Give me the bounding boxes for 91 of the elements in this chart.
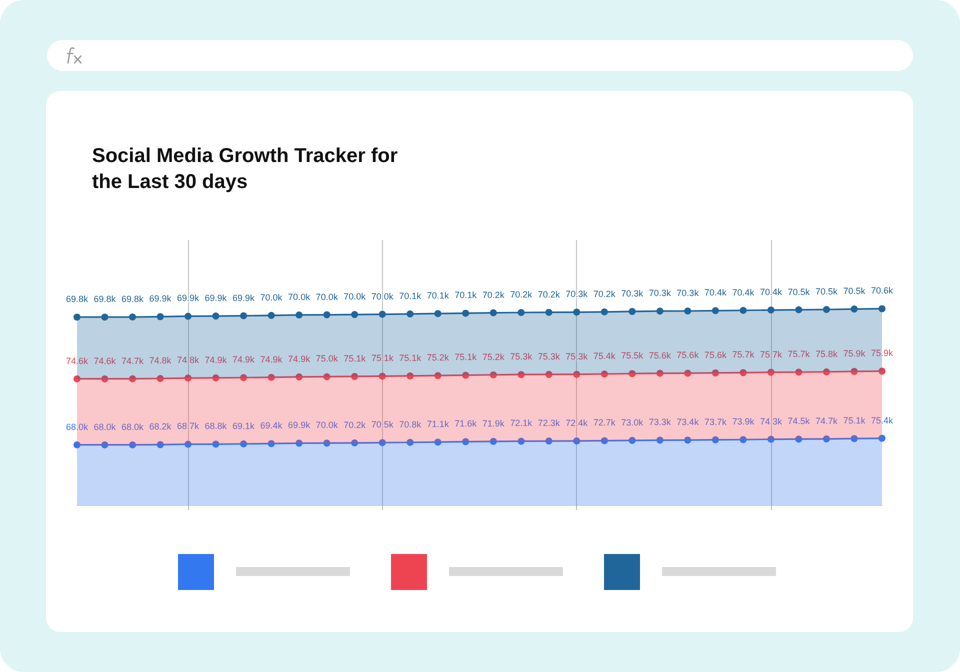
data-label: 70.4k bbox=[760, 287, 782, 298]
data-label: 70.5k bbox=[815, 286, 838, 296]
data-label: 69.9k bbox=[177, 293, 200, 304]
data-label: 73.3k bbox=[648, 417, 672, 428]
data-label: 74.6k bbox=[66, 356, 88, 366]
data-label: 75.9k bbox=[870, 348, 894, 358]
data-label: 70.0k bbox=[316, 420, 338, 430]
data-label: 75.7k bbox=[732, 350, 755, 360]
data-label: 70.2k bbox=[482, 290, 505, 300]
data-label: 69.8k bbox=[66, 294, 88, 304]
data-label: 70.2k bbox=[593, 288, 616, 299]
data-label: 74.6k bbox=[94, 356, 116, 366]
data-label: 75.3k bbox=[538, 351, 560, 362]
data-label: 75.9k bbox=[843, 348, 866, 358]
data-label: 75.2k bbox=[426, 352, 450, 363]
data-label: 75.3k bbox=[510, 352, 533, 362]
data-label: 70.3k bbox=[621, 288, 644, 298]
data-label: 72.1k bbox=[510, 418, 533, 428]
data-label: 74.9k bbox=[288, 354, 311, 364]
data-label: 75.1k bbox=[399, 352, 422, 363]
data-label: 68.0k bbox=[122, 422, 144, 432]
data-label: 74.9k bbox=[232, 354, 256, 365]
data-label: 70.3k bbox=[676, 288, 700, 298]
data-label: 75.7k bbox=[788, 349, 810, 360]
data-label: 70.6k bbox=[870, 286, 894, 296]
data-label: 73.0k bbox=[621, 417, 644, 428]
data-label: 75.1k bbox=[454, 352, 478, 362]
data-label: 70.1k bbox=[426, 290, 450, 301]
data-label: 74.7k bbox=[122, 356, 144, 366]
data-label: 74.7k bbox=[815, 416, 838, 426]
data-label: 70.0k bbox=[344, 292, 366, 302]
data-label: 73.4k bbox=[676, 417, 700, 428]
data-label: 69.8k bbox=[94, 294, 116, 304]
data-label: 75.8k bbox=[815, 348, 838, 359]
data-label: 75.6k bbox=[676, 350, 700, 360]
data-label: 70.5k bbox=[788, 286, 810, 297]
data-label: 74.9k bbox=[260, 354, 283, 364]
data-label: 70.5k bbox=[371, 420, 394, 430]
data-label: 69.9k bbox=[232, 292, 256, 303]
data-label: 70.4k bbox=[732, 287, 755, 298]
data-label: 75.1k bbox=[371, 353, 394, 364]
data-label: 74.8k bbox=[149, 356, 172, 366]
data-label: 75.5k bbox=[621, 350, 644, 361]
data-label: 70.4k bbox=[704, 288, 727, 298]
data-label: 71.9k bbox=[482, 418, 505, 428]
data-label: 75.2k bbox=[482, 352, 505, 362]
data-label: 70.3k bbox=[566, 289, 588, 300]
data-label: 70.0k bbox=[288, 292, 311, 302]
data-label: 75.3k bbox=[566, 351, 588, 362]
data-label: 70.2k bbox=[344, 420, 366, 430]
data-label: 74.9k bbox=[204, 354, 228, 365]
data-label: 74.3k bbox=[760, 416, 782, 426]
data-label: 68.2k bbox=[149, 422, 172, 432]
data-label: 70.1k bbox=[399, 290, 422, 301]
data-label: 72.3k bbox=[538, 418, 560, 428]
data-label: 71.6k bbox=[454, 418, 478, 429]
data-label: 68.7k bbox=[177, 421, 200, 432]
data-label: 68.0k bbox=[66, 422, 88, 432]
data-label: 74.5k bbox=[788, 416, 810, 426]
data-label: 75.7k bbox=[760, 349, 782, 360]
data-label: 70.0k bbox=[371, 291, 394, 302]
data-label: 72.7k bbox=[593, 418, 616, 428]
data-label: 75.0k bbox=[316, 354, 338, 364]
data-label: 71.1k bbox=[426, 419, 450, 430]
data-label: 70.1k bbox=[454, 290, 478, 300]
data-label: 69.8k bbox=[122, 294, 144, 304]
data-label: 74.8k bbox=[177, 355, 200, 366]
data-label: 75.1k bbox=[344, 353, 366, 364]
data-label: 68.8k bbox=[204, 421, 228, 432]
data-label: 70.8k bbox=[399, 419, 422, 430]
data-label: 68.0k bbox=[94, 422, 116, 432]
data-label: 75.6k bbox=[648, 350, 672, 360]
data-label: 70.0k bbox=[260, 292, 283, 302]
data-label: 70.5k bbox=[843, 286, 866, 296]
data-label: 69.9k bbox=[204, 293, 228, 304]
data-label: 70.2k bbox=[538, 289, 560, 300]
data-label: 70.0k bbox=[316, 292, 338, 302]
data-label: 73.9k bbox=[732, 416, 755, 427]
data-label: 75.4k bbox=[593, 350, 616, 361]
data-label: 73.7k bbox=[704, 416, 727, 427]
data-label: 75.6k bbox=[704, 350, 727, 360]
data-label: 69.9k bbox=[288, 420, 311, 430]
data-label: 75.1k bbox=[843, 416, 866, 426]
data-label: 70.3k bbox=[648, 288, 672, 298]
data-label: 75.4k bbox=[870, 415, 894, 426]
data-label: 70.2k bbox=[510, 290, 533, 300]
data-label: 69.1k bbox=[232, 420, 256, 431]
data-label: 69.4k bbox=[260, 420, 283, 431]
data-label: 72.4k bbox=[566, 418, 588, 428]
data-label: 69.9k bbox=[149, 294, 172, 304]
chart-title: Social Media Growth Tracker for the Last 30 days bbox=[92, 145, 404, 193]
